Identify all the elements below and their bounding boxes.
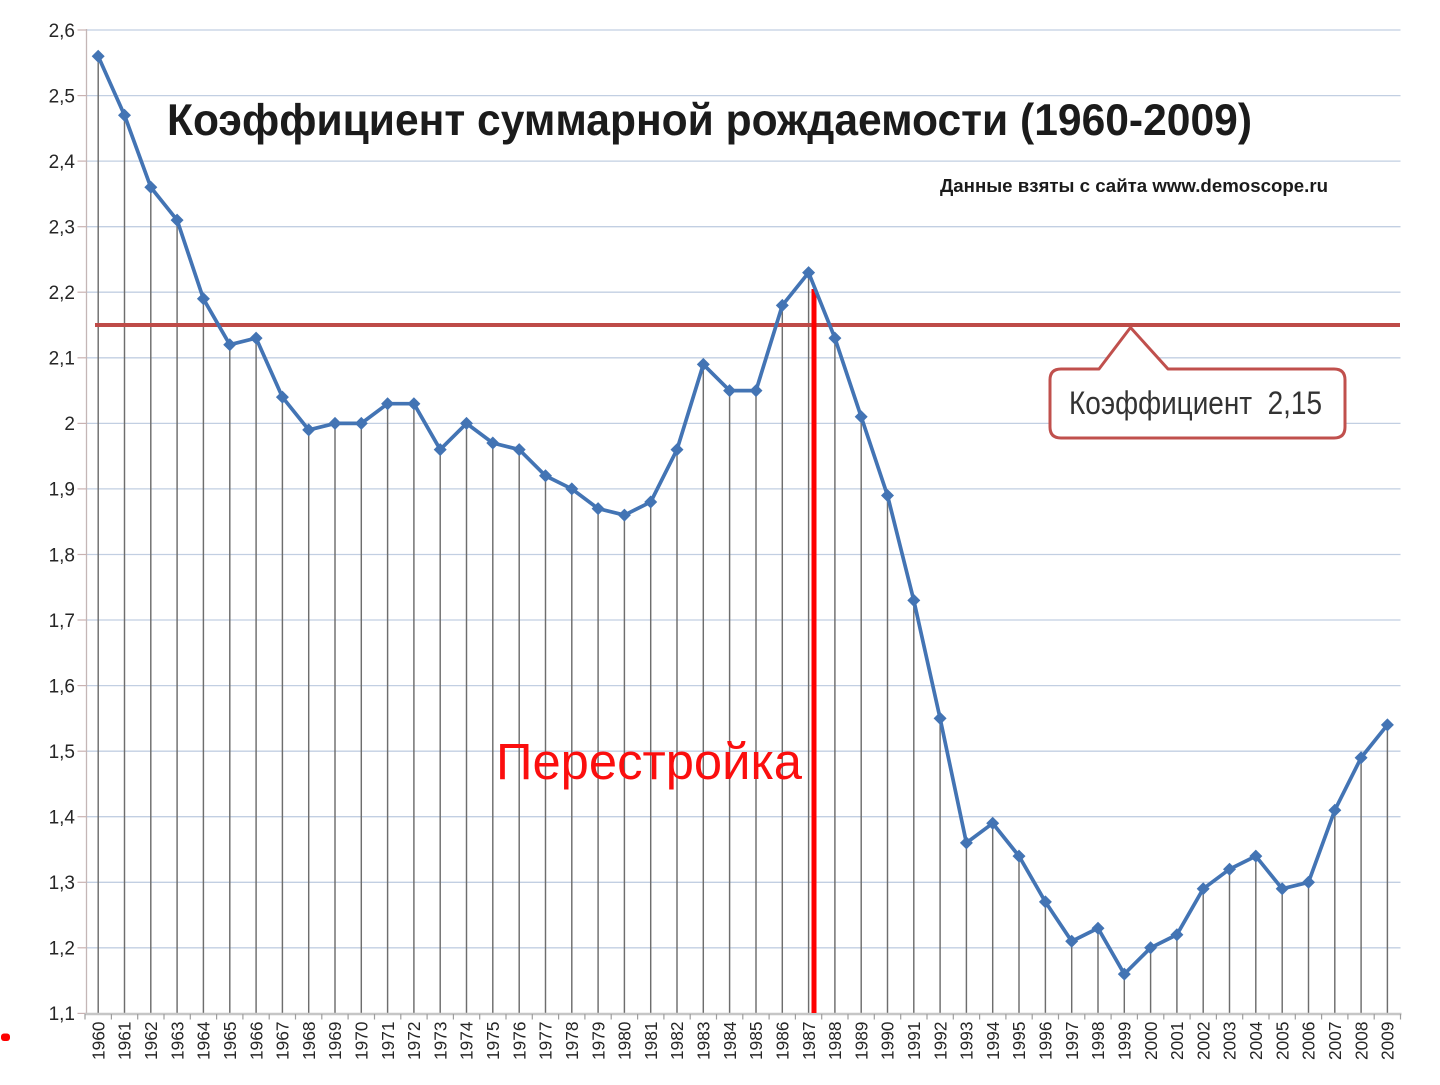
svg-text:1996: 1996	[1036, 1022, 1056, 1060]
svg-text:2000: 2000	[1141, 1022, 1161, 1060]
svg-text:2,6: 2,6	[49, 21, 75, 42]
svg-text:2,5: 2,5	[49, 86, 75, 107]
svg-text:1971: 1971	[378, 1022, 398, 1060]
svg-text:1978: 1978	[562, 1022, 582, 1060]
svg-text:2: 2	[64, 414, 75, 435]
svg-text:1,9: 1,9	[49, 480, 75, 501]
svg-text:2007: 2007	[1325, 1022, 1345, 1060]
svg-text:1,1: 1,1	[49, 1004, 75, 1025]
svg-text:2,3: 2,3	[49, 218, 75, 239]
svg-text:1973: 1973	[430, 1022, 450, 1060]
svg-text:1,5: 1,5	[49, 742, 75, 763]
svg-text:1962: 1962	[141, 1022, 161, 1060]
svg-text:1967: 1967	[273, 1022, 293, 1060]
svg-text:1968: 1968	[299, 1022, 319, 1060]
svg-text:2002: 2002	[1193, 1022, 1213, 1060]
svg-text:1985: 1985	[746, 1022, 766, 1060]
svg-text:1,7: 1,7	[49, 611, 75, 632]
svg-text:1975: 1975	[483, 1022, 503, 1060]
svg-text:1992: 1992	[930, 1022, 950, 1060]
svg-text:1960: 1960	[88, 1022, 108, 1060]
svg-text:2,1: 2,1	[49, 349, 75, 370]
svg-text:1990: 1990	[878, 1022, 898, 1060]
svg-text:1982: 1982	[667, 1022, 687, 1060]
svg-text:2,4: 2,4	[49, 152, 76, 173]
svg-text:Коэффициент 2,15: Коэффициент 2,15	[1069, 385, 1322, 421]
svg-text:2006: 2006	[1299, 1022, 1319, 1060]
svg-text:Коэффициент суммарной рождаемо: Коэффициент суммарной рождаемости (1960-…	[167, 96, 1252, 145]
svg-text:2003: 2003	[1220, 1022, 1240, 1060]
svg-text:2,2: 2,2	[49, 283, 75, 304]
svg-text:2001: 2001	[1167, 1022, 1187, 1060]
svg-text:1966: 1966	[246, 1022, 266, 1060]
svg-text:1987: 1987	[799, 1022, 819, 1060]
svg-text:Данные взяты с сайта www.demos: Данные взяты с сайта www.demoscope.ru	[940, 176, 1328, 196]
svg-text:1976: 1976	[509, 1022, 529, 1060]
svg-text:1977: 1977	[536, 1022, 556, 1060]
svg-text:1984: 1984	[720, 1021, 740, 1060]
svg-text:1981: 1981	[641, 1022, 661, 1060]
svg-text:1961: 1961	[115, 1022, 135, 1060]
svg-text:1965: 1965	[220, 1022, 240, 1060]
svg-text:1993: 1993	[957, 1022, 977, 1060]
svg-text:1986: 1986	[773, 1022, 793, 1060]
svg-text:1989: 1989	[851, 1022, 871, 1060]
svg-text:1,3: 1,3	[49, 873, 75, 894]
svg-text:1979: 1979	[588, 1022, 608, 1060]
svg-text:1,4: 1,4	[49, 808, 76, 829]
svg-text:1,2: 1,2	[49, 939, 75, 960]
svg-text:1970: 1970	[352, 1022, 372, 1060]
svg-text:1969: 1969	[325, 1022, 345, 1060]
svg-text:1999: 1999	[1115, 1022, 1135, 1060]
svg-text:2005: 2005	[1272, 1022, 1292, 1060]
svg-text:1988: 1988	[825, 1022, 845, 1060]
svg-text:2008: 2008	[1351, 1022, 1371, 1060]
svg-text:1997: 1997	[1062, 1022, 1082, 1060]
svg-text:1974: 1974	[457, 1021, 477, 1060]
svg-text:Перестройка: Перестройка	[496, 733, 803, 790]
svg-text:1963: 1963	[167, 1022, 187, 1060]
svg-text:1991: 1991	[904, 1022, 924, 1060]
svg-text:1998: 1998	[1088, 1022, 1108, 1060]
svg-text:2004: 2004	[1246, 1021, 1266, 1060]
svg-text:1,8: 1,8	[49, 545, 75, 566]
svg-text:1994: 1994	[983, 1021, 1003, 1060]
svg-text:1964: 1964	[194, 1021, 214, 1060]
svg-text:2009: 2009	[1378, 1022, 1398, 1060]
svg-text:1972: 1972	[404, 1022, 424, 1060]
svg-text:1983: 1983	[694, 1022, 714, 1060]
svg-text:1995: 1995	[1009, 1022, 1029, 1060]
svg-text:1980: 1980	[615, 1022, 635, 1060]
svg-text:1,6: 1,6	[49, 676, 75, 697]
